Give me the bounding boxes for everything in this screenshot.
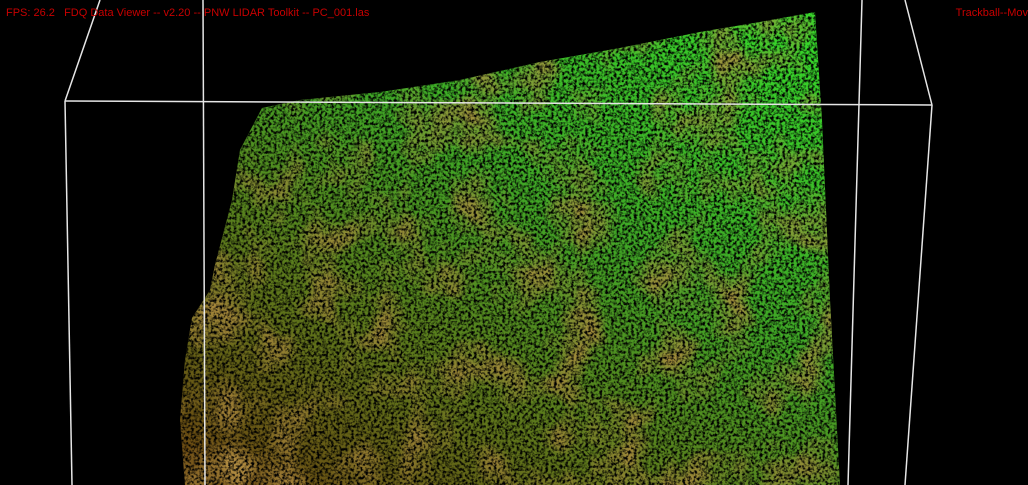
bounding-box: [64, 0, 933, 485]
status-left: FPS: 26.2 FDQ Data Viewer -- v2.20 -- PN…: [6, 7, 370, 19]
status-right: Trackball--Mov: [955, 7, 1028, 19]
box-edge: [904, 0, 933, 106]
box-edge: [904, 104, 933, 485]
box-edge: [64, 100, 73, 485]
point-cloud-texture: [180, 12, 840, 485]
box-edge: [64, 0, 101, 102]
box-edge: [64, 100, 933, 106]
box-edge: [202, 0, 206, 485]
point-cloud: [180, 12, 840, 485]
box-edge: [847, 0, 863, 485]
